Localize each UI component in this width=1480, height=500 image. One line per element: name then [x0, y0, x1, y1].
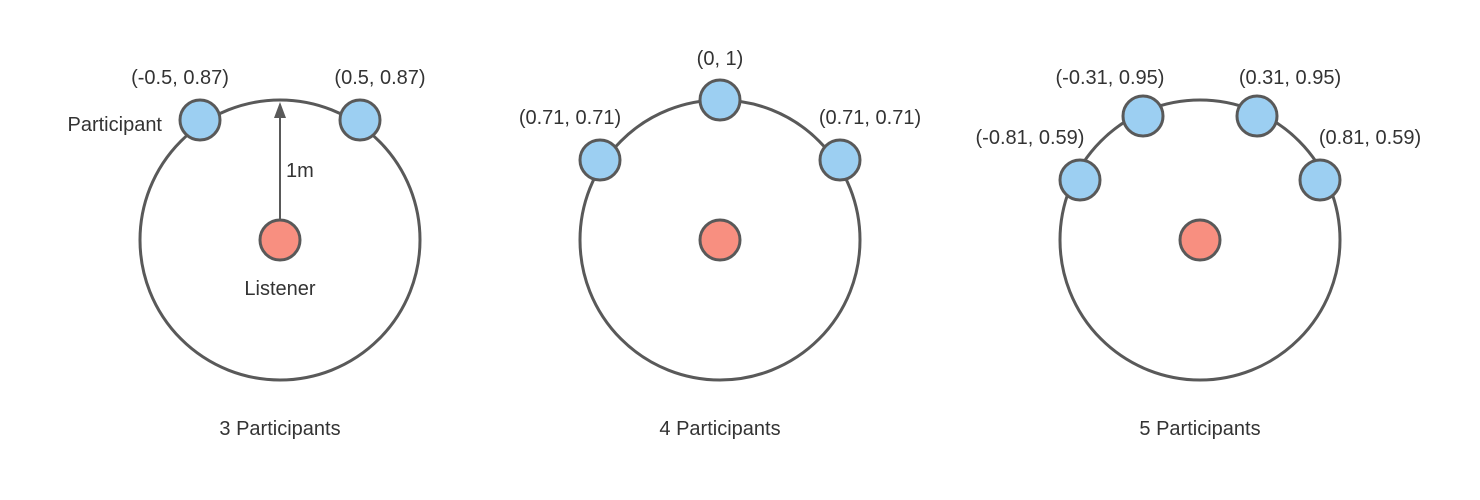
- participant-dot: [338, 98, 382, 142]
- participant-dot: [1298, 158, 1342, 202]
- coordinate-label: (0, 1): [697, 48, 744, 70]
- participant-dot: [1235, 94, 1279, 138]
- radius-label: 1m: [286, 160, 314, 182]
- participant-dot: [1121, 94, 1165, 138]
- coordinate-label: (0.81, 0.59): [1319, 127, 1421, 149]
- unit-circle: [1058, 98, 1342, 382]
- panel-3-participants: (-0.5, 0.87) (0.5, 0.87) Participant 1m …: [68, 67, 426, 440]
- listener-label: Listener: [244, 278, 315, 300]
- coordinate-label: (-0.5, 0.87): [131, 67, 229, 89]
- coordinate-label: (0.71, 0.71): [819, 107, 921, 129]
- panel-caption: 5 Participants: [1139, 418, 1260, 440]
- coordinate-label: (0.5, 0.87): [334, 67, 425, 89]
- participant-dot: [578, 138, 622, 182]
- panel-4-participants: (0, 1) (0.71, 0.71) (0.71, 0.71) 4 Parti…: [519, 48, 921, 440]
- listener-dot: [1178, 218, 1222, 262]
- listener-dot: [698, 218, 742, 262]
- participant-dot: [178, 98, 222, 142]
- participant-dot: [1058, 158, 1102, 202]
- radius-arrowhead: [274, 102, 286, 118]
- coordinate-label: (0.31, 0.95): [1239, 67, 1341, 89]
- panel-caption: 3 Participants: [219, 418, 340, 440]
- coordinate-label: (0.71, 0.71): [519, 107, 621, 129]
- unit-circle: [138, 98, 422, 382]
- participant-label: Participant: [68, 114, 163, 136]
- panel-5-participants: (-0.31, 0.95) (0.31, 0.95) (-0.81, 0.59)…: [976, 67, 1422, 440]
- participant-dot: [818, 138, 862, 182]
- coordinate-label: (-0.81, 0.59): [976, 127, 1085, 149]
- participant-dot: [698, 78, 742, 122]
- listener-dot: [258, 218, 302, 262]
- coordinate-label: (-0.31, 0.95): [1056, 67, 1165, 89]
- panel-caption: 4 Participants: [659, 418, 780, 440]
